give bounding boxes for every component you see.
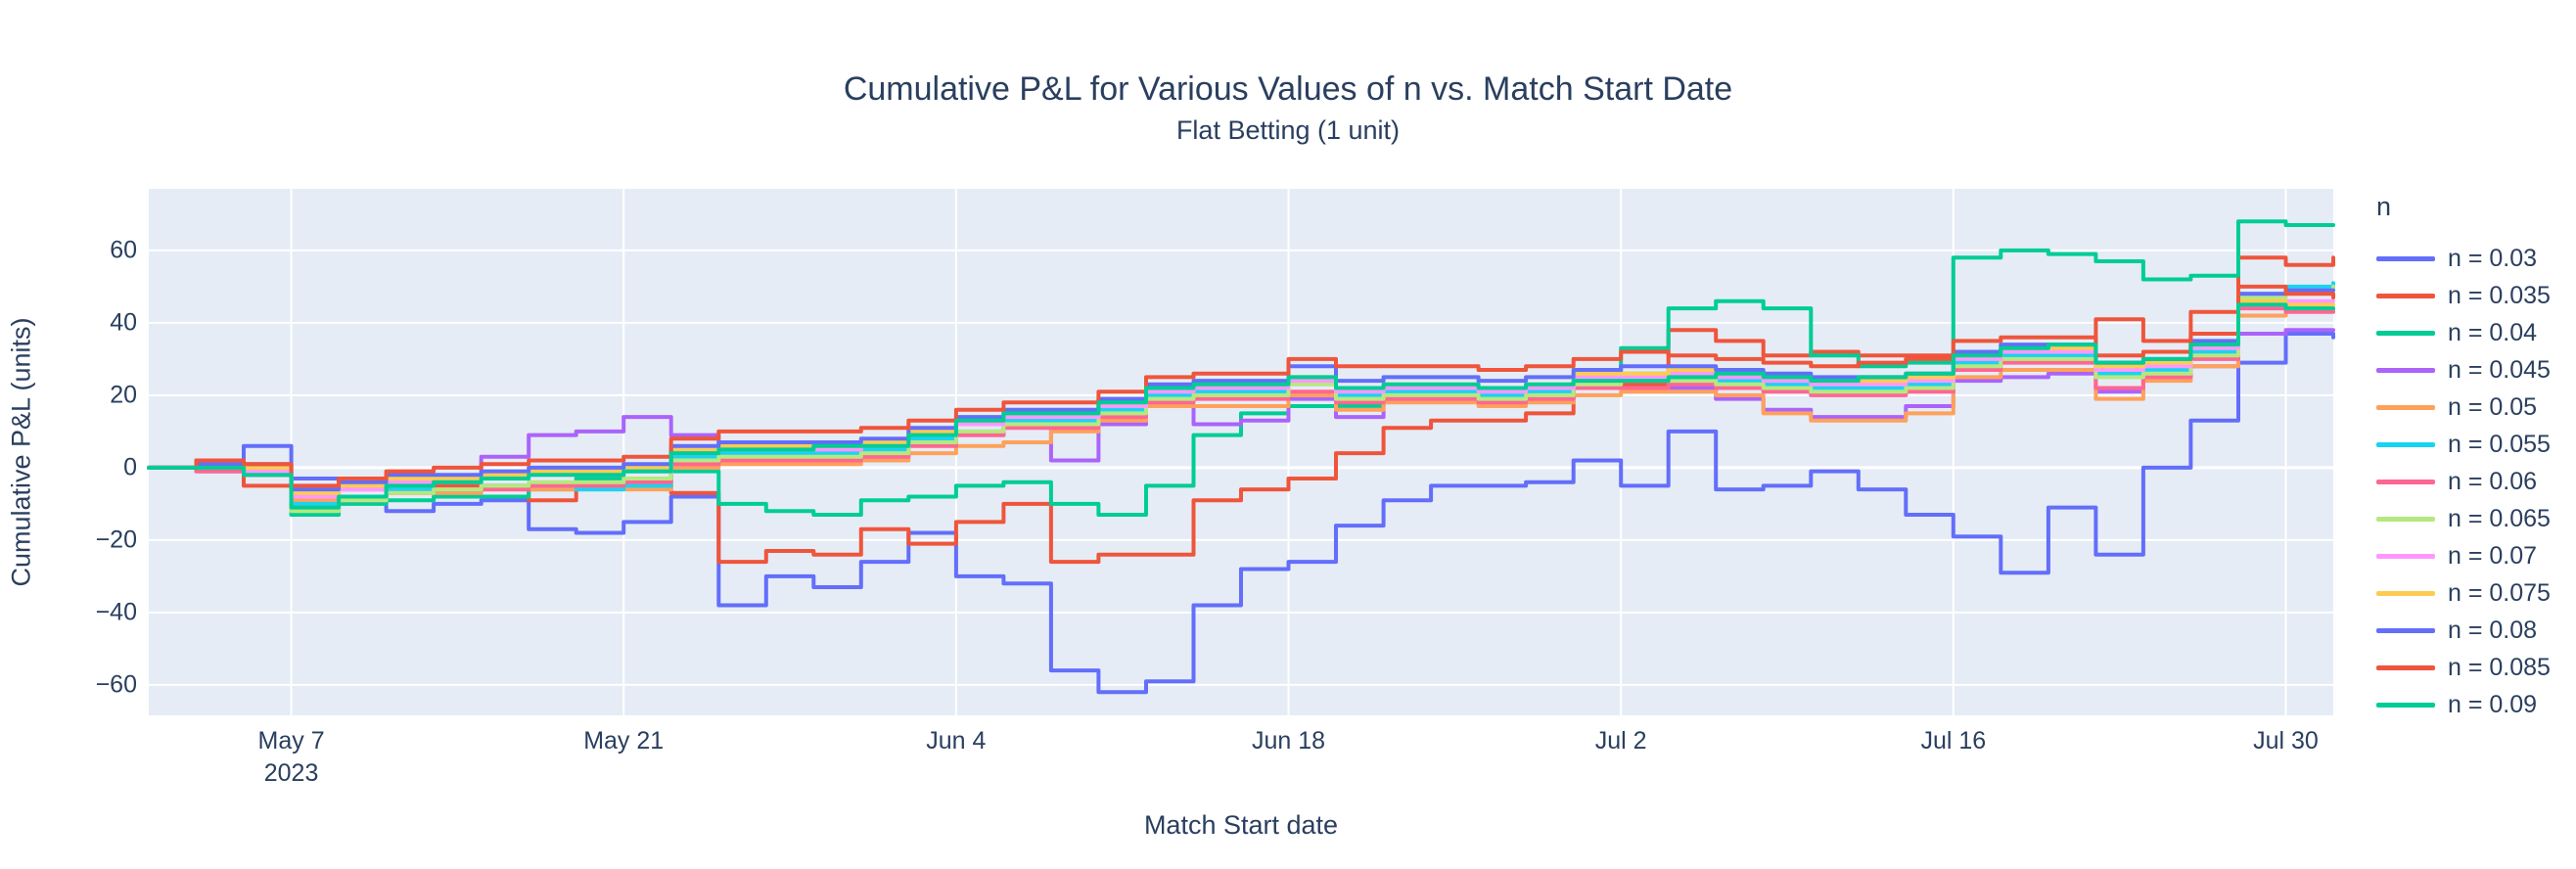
legend-item-label: n = 0.05 bbox=[2448, 392, 2538, 421]
legend-title: n bbox=[2376, 192, 2392, 221]
series-line-0.06 bbox=[147, 306, 2335, 510]
legend-line-swatch bbox=[2376, 255, 2435, 261]
y-tick-label: −60 bbox=[95, 670, 137, 699]
series-line-0.085 bbox=[147, 284, 2335, 488]
legend-item-0.07[interactable]: n = 0.07 bbox=[2376, 537, 2572, 574]
legend-line-swatch bbox=[2376, 590, 2435, 596]
legend-item-0.045[interactable]: n = 0.045 bbox=[2376, 351, 2572, 389]
legend-item-label: n = 0.035 bbox=[2448, 281, 2551, 309]
series-line-0.045 bbox=[147, 328, 2335, 499]
legend-item-label: n = 0.085 bbox=[2448, 653, 2551, 681]
legend-item-label: n = 0.07 bbox=[2448, 541, 2538, 570]
y-tick-label: −40 bbox=[95, 598, 137, 626]
x-tick-label: May 7 2023 bbox=[213, 727, 370, 788]
legend-item-0.03[interactable]: n = 0.03 bbox=[2376, 240, 2572, 277]
y-tick-label: 60 bbox=[110, 236, 137, 264]
legend-line-swatch bbox=[2376, 330, 2435, 336]
legend-item-0.05[interactable]: n = 0.05 bbox=[2376, 389, 2572, 426]
y-tick-label: 40 bbox=[110, 308, 137, 337]
legend-line-swatch bbox=[2376, 627, 2435, 633]
legend-line-swatch bbox=[2376, 404, 2435, 410]
legend-item-0.06[interactable]: n = 0.06 bbox=[2376, 463, 2572, 500]
series-line-0.065 bbox=[147, 284, 2335, 514]
legend-item-0.065[interactable]: n = 0.065 bbox=[2376, 500, 2572, 537]
x-tick-year-label: 2023 bbox=[263, 759, 319, 787]
series-line-0.04 bbox=[147, 219, 2335, 517]
legend-line-swatch bbox=[2376, 441, 2435, 447]
legend-item-label: n = 0.09 bbox=[2448, 690, 2538, 718]
legend-item-list: n = 0.03 n = 0.035 n = 0.04 n = 0.045 n = 0.… bbox=[2376, 240, 2572, 723]
y-tick-label: 0 bbox=[123, 453, 137, 481]
legend-item-0.08[interactable]: n = 0.08 bbox=[2376, 612, 2572, 649]
legend-item-label: n = 0.045 bbox=[2448, 355, 2551, 384]
legend-item-0.04[interactable]: n = 0.04 bbox=[2376, 314, 2572, 351]
x-tick-label: Jul 30 bbox=[2253, 727, 2319, 755]
legend-line-swatch bbox=[2376, 479, 2435, 484]
legend-line-swatch bbox=[2376, 516, 2435, 522]
x-tick-label: Jul 16 bbox=[1920, 727, 1987, 755]
legend-item-0.035[interactable]: n = 0.035 bbox=[2376, 277, 2572, 314]
legend-item-label: n = 0.055 bbox=[2448, 430, 2551, 458]
legend-line-swatch bbox=[2376, 702, 2435, 708]
x-tick-label: May 21 bbox=[583, 727, 665, 755]
x-axis-title: Match Start date bbox=[1143, 810, 1339, 840]
legend-item-label: n = 0.06 bbox=[2448, 467, 2538, 495]
legend-item-label: n = 0.065 bbox=[2448, 504, 2551, 532]
series-line-0.09 bbox=[147, 302, 2335, 510]
legend: n n = 0.03 n = 0.035 n = 0.04 n = 0.045 n = … bbox=[2376, 192, 2572, 723]
y-tick-label: −20 bbox=[95, 526, 137, 554]
legend-item-label: n = 0.04 bbox=[2448, 318, 2538, 346]
x-tick-label: Jun 4 bbox=[926, 727, 987, 755]
legend-item-0.055[interactable]: n = 0.055 bbox=[2376, 426, 2572, 463]
x-tick-label: Jun 18 bbox=[1251, 727, 1326, 755]
legend-line-swatch bbox=[2376, 553, 2435, 559]
y-tick-label: 20 bbox=[110, 381, 137, 409]
legend-item-0.085[interactable]: n = 0.085 bbox=[2376, 649, 2572, 686]
legend-item-label: n = 0.08 bbox=[2448, 616, 2538, 644]
legend-line-swatch bbox=[2376, 293, 2435, 298]
legend-item-0.075[interactable]: n = 0.075 bbox=[2376, 574, 2572, 612]
legend-item-0.09[interactable]: n = 0.09 bbox=[2376, 686, 2572, 723]
plot-area[interactable] bbox=[149, 189, 2333, 715]
chart-title: Cumulative P&L for Various Values of n v… bbox=[843, 70, 1733, 108]
legend-item-label: n = 0.075 bbox=[2448, 578, 2551, 607]
legend-item-label: n = 0.03 bbox=[2448, 244, 2538, 272]
x-tick-label: Jul 2 bbox=[1594, 727, 1647, 755]
legend-line-swatch bbox=[2376, 367, 2435, 373]
chart-subtitle: Flat Betting (1 unit) bbox=[1175, 115, 1401, 145]
series-line-0.03 bbox=[147, 332, 2335, 695]
legend-line-swatch bbox=[2376, 664, 2435, 670]
